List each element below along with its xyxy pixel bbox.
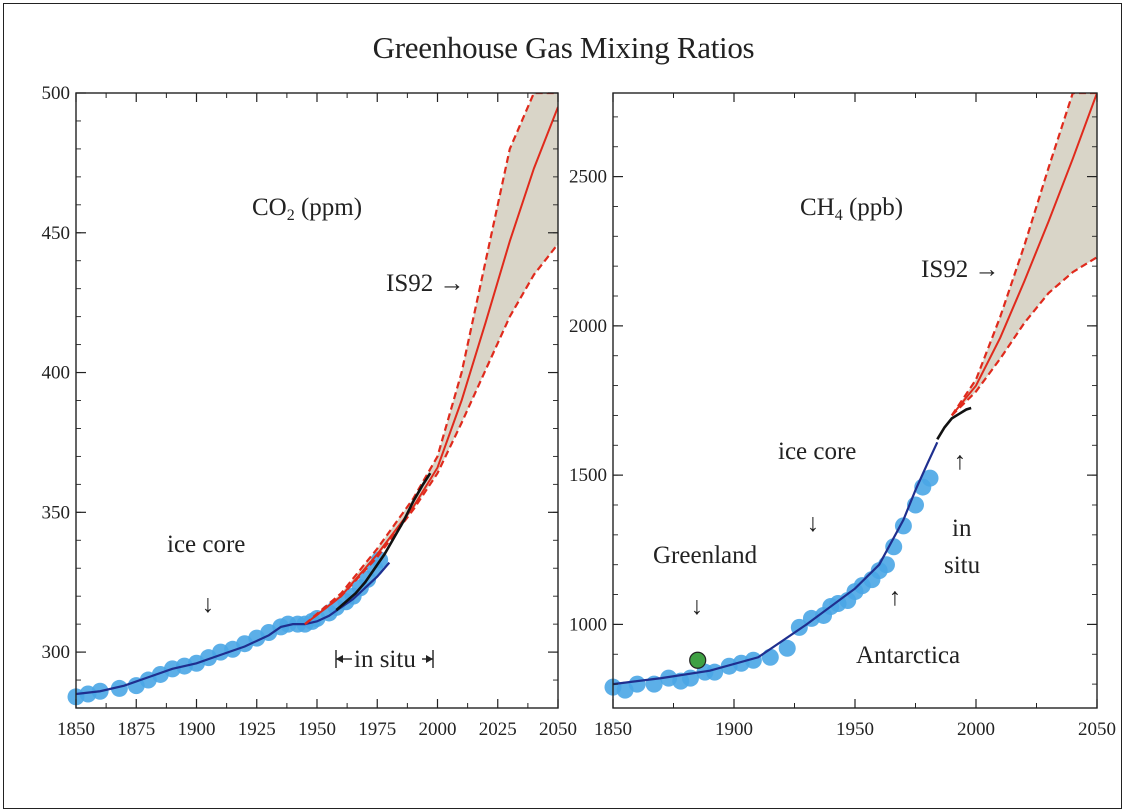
- ch4-is92-label: IS92 →: [921, 256, 999, 283]
- ch4-x-tick-label: 1900: [715, 719, 753, 740]
- ch4-ice-core-line: [612, 441, 939, 686]
- ch4-ice-core-point: [761, 648, 779, 666]
- co2-x-tick-label: 2050: [539, 719, 577, 740]
- in-situ-label-in: in: [952, 515, 972, 542]
- ch4-ice-core-label: ice core: [778, 438, 856, 465]
- ch4-y-tick-label: 2500: [569, 167, 607, 188]
- co2-x-tick-label: 1975: [358, 719, 396, 740]
- co2-x-tick-label: 1875: [117, 719, 155, 740]
- ch4-ice-core-point: [706, 663, 724, 681]
- co2-ice-core-label: ice core: [167, 531, 245, 558]
- in-situ-label: in situ: [354, 646, 416, 673]
- figure-frame: [3, 3, 1122, 809]
- co2-ice-core-line: [75, 561, 391, 696]
- ch4-panel: 1850 1900 1950 2000 2050 1000 1500 2000 2500 CH4 …: [569, 92, 1116, 740]
- ch4-y-tick-label: 2000: [569, 316, 607, 337]
- co2-projection-lower-line: [304, 243, 558, 626]
- ch4-ice-core-arrow: ↓: [807, 510, 820, 537]
- ch4-x-tick-label: 2000: [957, 719, 995, 740]
- ch4-ice-core-point: [778, 639, 796, 657]
- co2-projection-upper-line: [304, 93, 558, 625]
- ch4-ice-core-point: [894, 517, 912, 535]
- co2-x-tick-label: 1900: [178, 719, 216, 740]
- ch4-ice-core-point: [877, 556, 895, 574]
- ch4-x-tick-label: 2050: [1078, 719, 1116, 740]
- chart-title: Greenhouse Gas Mixing Ratios: [372, 30, 755, 65]
- ch4-uncertainty-band: [951, 93, 1097, 416]
- co2-y-tick-label: 500: [42, 83, 71, 104]
- co2-x-tick-label: 2025: [479, 719, 517, 740]
- co2-uncertainty-band: [304, 93, 558, 625]
- in-situ-arrow: ↑: [954, 448, 967, 475]
- co2-panel-title: CO2 (ppm): [252, 194, 362, 224]
- co2-y-tick-label: 300: [42, 642, 71, 663]
- co2-panel: 1850 1875 1900 1925 1950 1975 2000 2025 2050 300 3…: [42, 83, 578, 740]
- ch4-panel-title: CH4 (ppb): [800, 194, 903, 224]
- antarctica-label: Antarctica: [856, 642, 960, 669]
- ch4-ice-core-point: [921, 469, 939, 487]
- in-situ-label-situ: situ: [944, 552, 981, 579]
- ch4-y-tick-label: 1000: [569, 614, 607, 635]
- ch4-projection-line: [951, 93, 1097, 417]
- greenland-point: [689, 651, 707, 669]
- co2-y-tick-label: 450: [42, 223, 71, 244]
- antarctica-arrow: ↑: [889, 584, 902, 611]
- co2-ice-core-arrow: ↓: [202, 591, 215, 618]
- ch4-x-tick-label: 1950: [836, 719, 874, 740]
- ch4-ice-core-point: [885, 538, 903, 556]
- co2-is92-label: IS92 →: [386, 270, 464, 297]
- co2-x-tick-label: 1950: [298, 719, 336, 740]
- ch4-x-tick-label: 1850: [594, 719, 632, 740]
- co2-x-tick-label: 1925: [238, 719, 276, 740]
- co2-x-tick-label: 1850: [57, 719, 95, 740]
- ch4-ice-core-point: [744, 651, 762, 669]
- in-situ-arrow-right: [426, 655, 433, 663]
- co2-projection-line: [304, 106, 558, 625]
- ch4-ice-core-point: [628, 675, 646, 693]
- co2-in-situ-line: [335, 472, 432, 612]
- co2-ice-core-point: [110, 679, 128, 697]
- greenland-arrow: ↓: [691, 593, 704, 620]
- in-situ-arrow-left: [336, 655, 343, 663]
- co2-y-tick-label: 350: [42, 502, 71, 523]
- ch4-plot-frame: [612, 92, 1098, 709]
- ch4-in-situ-line: [936, 406, 972, 440]
- ch4-y-tick-label: 1500: [569, 465, 607, 486]
- ch4-projection-lower-line: [951, 256, 1097, 417]
- co2-y-tick-label: 400: [42, 363, 71, 384]
- co2-x-tick-label: 2000: [419, 719, 457, 740]
- greenland-label: Greenland: [653, 542, 758, 569]
